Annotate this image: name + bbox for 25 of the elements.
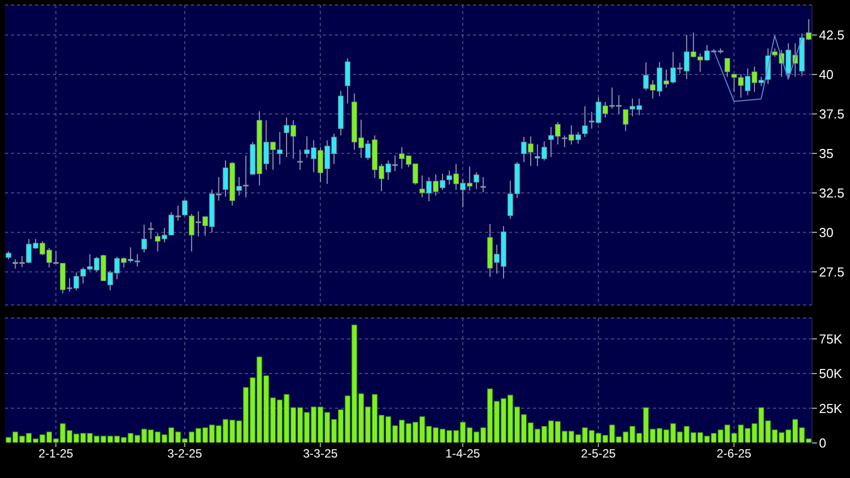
y-tick-label: 32.5 xyxy=(819,186,844,201)
x-tick-label: 3-3-25 xyxy=(302,446,338,461)
candlestick xyxy=(148,222,154,240)
y-tick-label: 25K xyxy=(819,400,842,416)
x-tick-label: 2-1-25 xyxy=(38,446,74,461)
y-tick-label: 30 xyxy=(819,224,834,240)
y-tick-label: 37.5 xyxy=(819,106,844,122)
y-tick-label: 40 xyxy=(819,67,834,82)
x-tick-label: 3-2-25 xyxy=(167,446,202,461)
candlestick xyxy=(724,58,730,78)
candlestick xyxy=(141,224,147,253)
y-tick-label: 42.5 xyxy=(819,28,844,43)
x-tick-label: 2-5-25 xyxy=(581,446,616,461)
candlestick xyxy=(182,199,188,216)
x-tick-label: 1-4-25 xyxy=(445,446,480,461)
x-tick-label: 2-6-25 xyxy=(716,446,752,461)
candlestick xyxy=(474,172,480,190)
y-tick-label: 50K xyxy=(819,366,842,382)
candlestick xyxy=(297,149,303,170)
candlestick xyxy=(480,176,486,193)
candlestick xyxy=(582,106,588,138)
y-tick-label: 35 xyxy=(819,146,834,162)
y-tick-label: 75K xyxy=(819,331,842,346)
y-tick-label: 27.5 xyxy=(819,264,844,280)
y-tick-label: 0 xyxy=(819,436,826,451)
